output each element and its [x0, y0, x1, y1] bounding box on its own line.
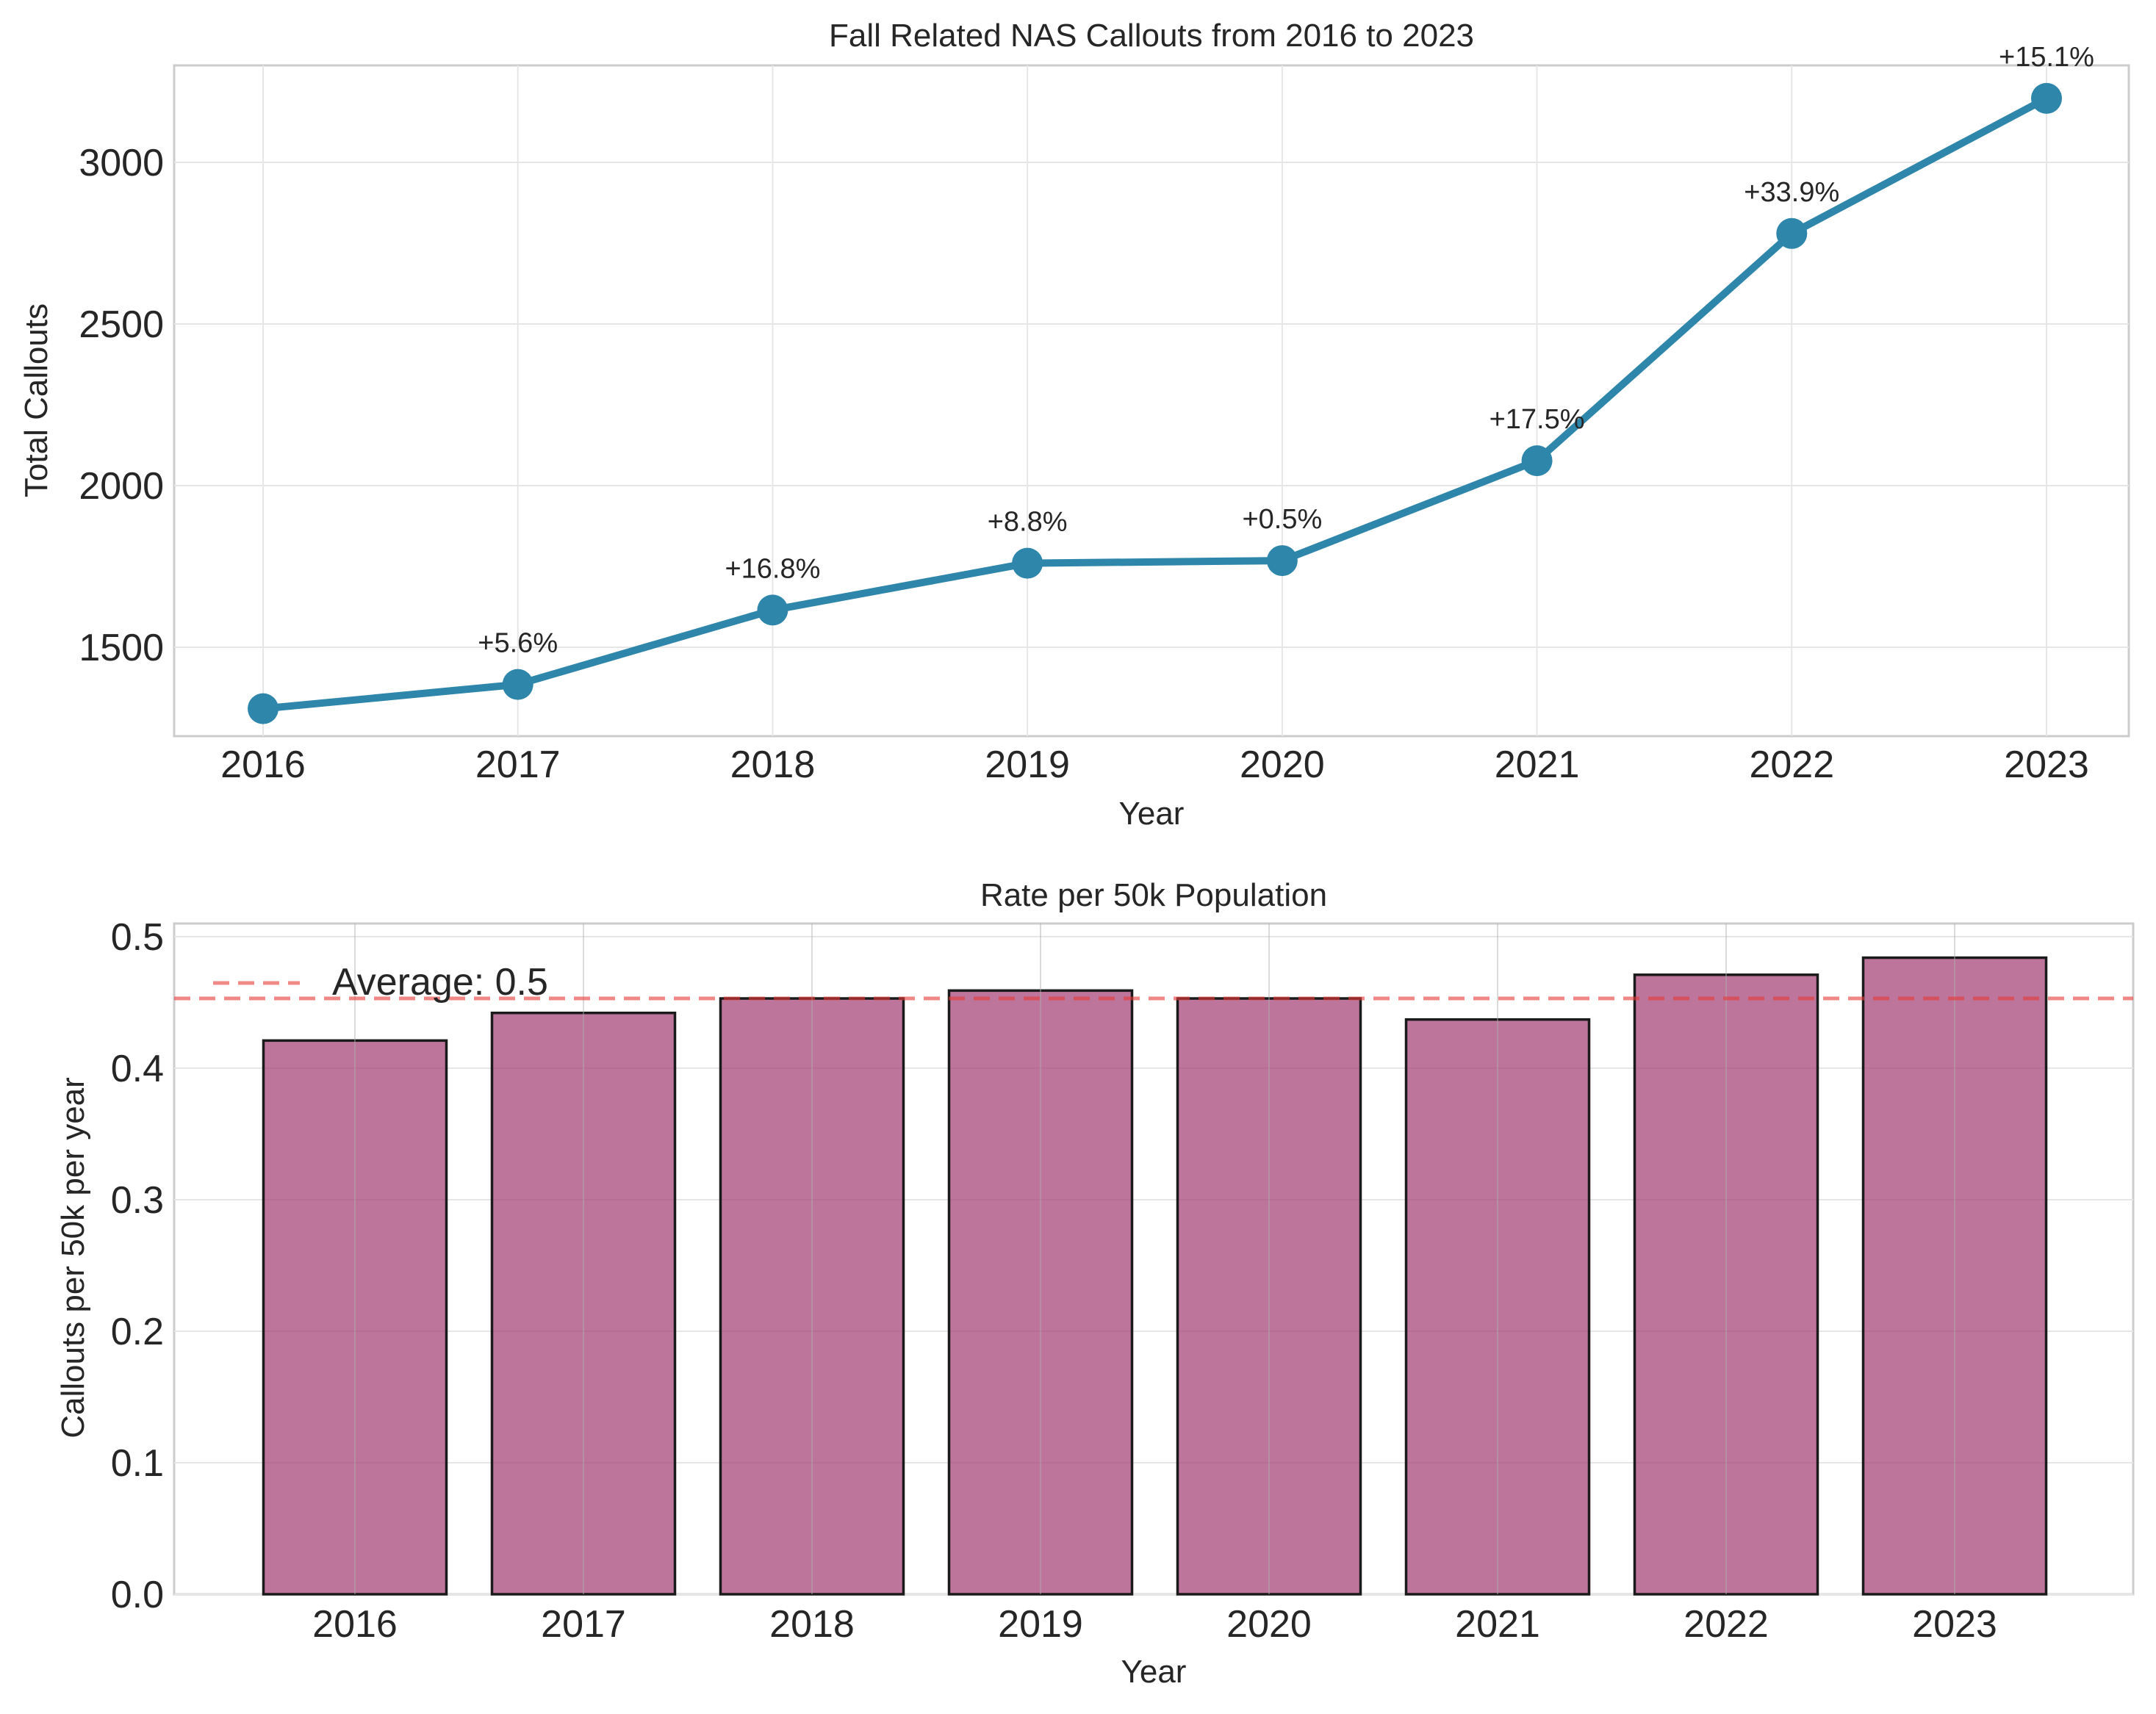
bar-chart-bar [1176, 997, 1362, 1596]
bar-chart-y-axis-label: Callouts per 50k per year [55, 1077, 91, 1438]
line-chart-series [248, 82, 2062, 724]
line-chart-series-line [259, 94, 2050, 713]
bar-chart-x-tick-label: 2017 [541, 1603, 626, 1646]
line-chart-y-tick-label: 2000 [79, 465, 164, 508]
line-chart-y-tick-label: 1500 [79, 627, 164, 669]
line-chart-data-point [1521, 445, 1553, 477]
line-chart-x-tick-label: 2020 [1240, 743, 1325, 786]
bar-chart-x-tick-label: 2023 [1912, 1603, 1997, 1646]
bar-chart-plot-area [173, 922, 2135, 1596]
line-chart-y-tick-label: 3000 [79, 142, 164, 184]
line-chart-x-axis-label: Year [1119, 796, 1185, 832]
legend-average-label: Average: 0.5 [332, 961, 548, 1004]
line-chart-change-annotation: +5.6% [478, 628, 558, 659]
line-chart-change-annotation: +33.9% [1744, 177, 1839, 208]
line-chart-grid [174, 65, 2129, 736]
bar-chart-y-tick-label: 0.2 [111, 1311, 164, 1353]
bar-chart-x-ticks: 2016 2017 2018 2019 2020 2021 2022 2023 [312, 1603, 1997, 1646]
line-chart-x-tick-label: 2023 [2004, 743, 2089, 786]
bar-chart-y-tick-label: 0.5 [111, 916, 164, 959]
line-chart-y-tick-label: 2500 [79, 303, 164, 346]
line-chart-annotations: +5.6% +16.8% +8.8% +0.5% +17.5% +33.9% +15.1% [478, 42, 2094, 659]
line-chart-data-point [1266, 545, 1298, 577]
line-chart-data-point [1776, 217, 1808, 249]
bar-chart-x-tick-label: 2016 [312, 1603, 398, 1646]
bar-chart-bar [1404, 1018, 1591, 1596]
line-chart-x-tick-label: 2021 [1495, 743, 1580, 786]
line-chart-x-tick-label: 2019 [985, 743, 1070, 786]
bar-chart-x-tick-label: 2018 [769, 1603, 855, 1646]
line-chart-plot-area [173, 64, 2130, 738]
line-chart-title: Fall Related NAS Callouts from 2016 to 2… [829, 18, 1474, 54]
bar-chart-x-tick-label: 2019 [998, 1603, 1083, 1646]
bar-chart-y-tick-label: 0.0 [111, 1574, 164, 1616]
line-chart-change-annotation: +16.8% [725, 553, 820, 584]
bar-chart-y-tick-label: 0.1 [111, 1442, 164, 1485]
line-chart-x-tick-label: 2018 [730, 743, 816, 786]
bar-chart-bars [262, 956, 2048, 1596]
bar-chart-y-tick-label: 0.3 [111, 1179, 164, 1222]
line-chart-x-tick-label: 2017 [475, 743, 561, 786]
line-chart-change-annotation: +8.8% [988, 507, 1068, 538]
bar-chart-rate: 2016 2017 2018 2019 2020 2021 2022 2023 0.00.10… [55, 877, 2135, 1690]
line-chart-callouts: 2016 2017 2018 2019 2020 2021 2022 2023 1500 200… [18, 18, 2130, 832]
bar-chart-legend: Average: 0.5 [213, 961, 548, 1004]
bar-chart-bar [719, 997, 905, 1596]
bar-chart-bar [490, 1011, 677, 1596]
line-chart-x-tick-label: 2016 [220, 743, 306, 786]
bar-chart-title: Rate per 50k Population [980, 877, 1327, 913]
bar-chart-bar [262, 1039, 448, 1596]
line-chart-data-point [502, 669, 533, 700]
line-chart-x-tick-label: 2022 [1749, 743, 1834, 786]
line-chart-change-annotation: +15.1% [1999, 42, 2094, 73]
line-chart-change-annotation: +17.5% [1490, 404, 1585, 435]
bar-chart-x-axis-label: Year [1121, 1654, 1187, 1690]
bar-chart-bar [1861, 956, 2048, 1596]
bar-chart-y-ticks: 0.0 0.1 0.2 0.3 0.4 0.5 [111, 916, 164, 1616]
line-chart-data-point [248, 693, 279, 724]
line-chart-data-point [1012, 547, 1043, 579]
line-chart-change-annotation: +0.5% [1242, 504, 1322, 535]
bar-chart-bar [947, 989, 1134, 1596]
line-chart-y-ticks: 1500 2000 2500 3000 [79, 142, 164, 669]
bar-chart-bar [1633, 973, 1819, 1596]
line-chart-data-point [2031, 82, 2062, 114]
bar-chart-x-tick-label: 2020 [1226, 1603, 1312, 1646]
line-chart-data-point [757, 594, 788, 626]
bar-chart-x-tick-label: 2022 [1684, 1603, 1769, 1646]
line-chart-y-axis-label: Total Callouts [18, 303, 54, 497]
line-chart-x-ticks: 2016 2017 2018 2019 2020 2021 2022 2023 [220, 743, 2089, 786]
bar-chart-y-tick-label: 0.4 [111, 1048, 164, 1090]
bar-chart-x-tick-label: 2021 [1455, 1603, 1540, 1646]
bar-chart-vertical-grid [354, 923, 1955, 1594]
